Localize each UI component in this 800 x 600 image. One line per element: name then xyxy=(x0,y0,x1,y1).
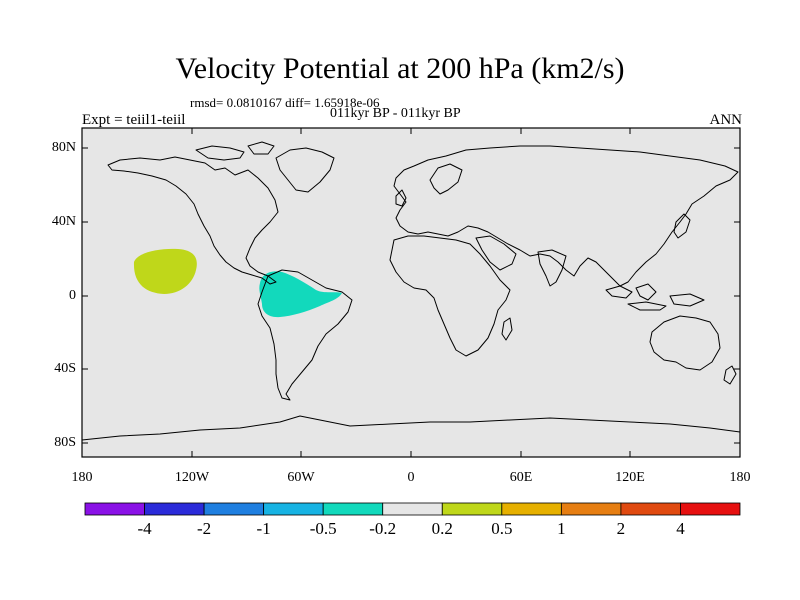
lon-label: 120E xyxy=(615,470,645,485)
colorbar-tick-label: -0.5 xyxy=(309,519,337,538)
coastlines xyxy=(81,141,741,441)
japan-coast xyxy=(673,213,691,239)
colorbar-tick-label: 0.5 xyxy=(491,519,513,538)
new-zealand-coast xyxy=(723,365,737,385)
colorbar xyxy=(84,502,741,516)
colorbar-swatch xyxy=(560,502,622,516)
colorbar-tick-label: 4 xyxy=(676,519,685,538)
lon-label: 180 xyxy=(71,470,93,485)
negative-anomaly-patch xyxy=(259,271,342,318)
lat-label: 80S xyxy=(54,435,76,450)
colorbar-tick-label: -1 xyxy=(256,519,271,538)
colorbar-swatch xyxy=(680,502,741,516)
lat-label: 40N xyxy=(51,214,76,229)
colorbar-swatch xyxy=(203,502,265,516)
australia-coast xyxy=(649,315,721,371)
lon-label: 180 xyxy=(729,470,751,485)
colorbar-swatch xyxy=(263,502,324,516)
lon-label: 120W xyxy=(174,470,210,485)
map-title: Velocity Potential at 200 hPa (km2/s) xyxy=(175,52,625,85)
axis-ticks xyxy=(81,128,741,457)
season-label: ANN xyxy=(709,112,743,128)
colorbar-swatch xyxy=(441,502,503,516)
colorbar-swatch xyxy=(382,502,443,516)
lat-label: 80N xyxy=(51,140,76,155)
lat-label: 40S xyxy=(54,361,76,376)
colorbar-tick-label: -0.2 xyxy=(369,519,397,538)
stats-text: rmsd= 0.0810167 diff= 1.65918e-06 xyxy=(190,95,380,110)
maritime-continent-coast xyxy=(605,283,705,311)
colorbar-tick-label: 2 xyxy=(616,519,626,538)
india-coast xyxy=(537,249,567,287)
greenland-coast xyxy=(275,147,335,193)
antarctica-coast xyxy=(81,415,741,441)
lon-label: 60E xyxy=(509,470,533,485)
colorbar-tick-label: -2 xyxy=(196,519,212,538)
colorbar-tick-label: 0.2 xyxy=(431,519,453,538)
colorbar-swatch xyxy=(144,502,205,516)
lat-label: 0 xyxy=(69,288,76,303)
south-america-coast xyxy=(257,269,353,401)
colorbar-swatch xyxy=(84,502,145,516)
british-isles-coast xyxy=(395,189,407,207)
colorbar-swatch xyxy=(620,502,681,516)
map-background xyxy=(81,127,741,458)
eurasia-coast xyxy=(393,145,739,287)
north-america-coast xyxy=(107,156,279,285)
arctic-islands-coast xyxy=(195,141,275,161)
lon-label: 60W xyxy=(287,470,315,485)
arabia-coast xyxy=(475,235,517,271)
colorbar-tick-label: -4 xyxy=(137,519,152,538)
positive-anomaly-patch xyxy=(133,248,197,294)
lon-label: 0 xyxy=(407,470,415,485)
colorbar-tick-label: 1 xyxy=(557,519,566,538)
scandinavia-coast xyxy=(429,163,463,195)
colorbar-swatch xyxy=(501,502,562,516)
africa-coast xyxy=(389,235,511,357)
madagascar-coast xyxy=(501,317,513,341)
colorbar-swatch xyxy=(322,502,384,516)
period-text: 011kyr BP - 011kyr BP xyxy=(330,106,461,121)
experiment-label: Expt = teiil1-teiil xyxy=(82,112,186,128)
